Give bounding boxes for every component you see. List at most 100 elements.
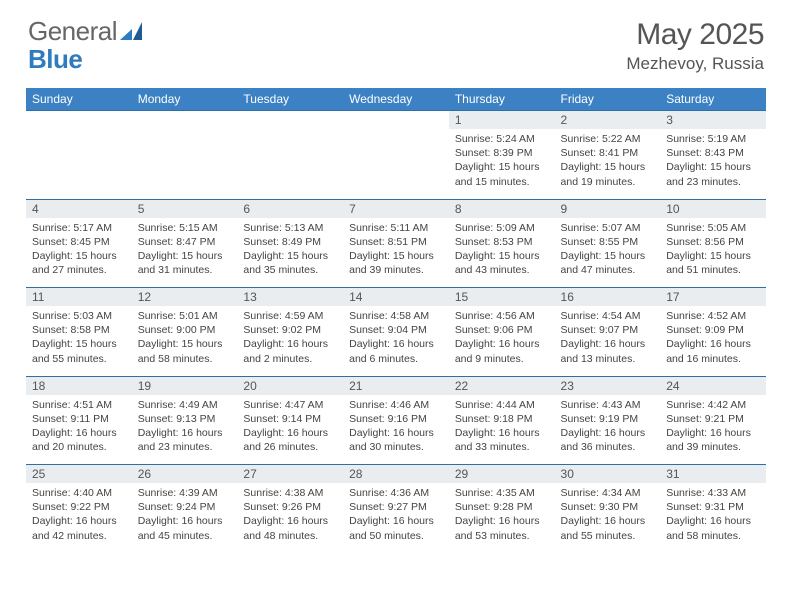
sunset-text: Sunset: 8:53 PM: [455, 235, 549, 249]
calendar-body: 123Sunrise: 5:24 AMSunset: 8:39 PMDaylig…: [26, 111, 766, 554]
day-number: 18: [26, 376, 132, 395]
daynum-row: 18192021222324: [26, 376, 766, 395]
day-number: 7: [343, 199, 449, 218]
day-info: Sunrise: 5:03 AMSunset: 8:58 PMDaylight:…: [26, 306, 132, 376]
daylight-text: Daylight: 16 hours and 16 minutes.: [666, 337, 760, 365]
day-info: Sunrise: 4:56 AMSunset: 9:06 PMDaylight:…: [449, 306, 555, 376]
sunset-text: Sunset: 9:31 PM: [666, 500, 760, 514]
sunrise-text: Sunrise: 4:56 AM: [455, 309, 549, 323]
sunrise-text: Sunrise: 5:07 AM: [561, 221, 655, 235]
day-info: Sunrise: 4:46 AMSunset: 9:16 PMDaylight:…: [343, 395, 449, 465]
daylight-text: Daylight: 16 hours and 42 minutes.: [32, 514, 126, 542]
empty-cell: [237, 129, 343, 199]
daylight-text: Daylight: 16 hours and 58 minutes.: [666, 514, 760, 542]
day-info: Sunrise: 5:07 AMSunset: 8:55 PMDaylight:…: [555, 218, 661, 288]
day-info: Sunrise: 4:51 AMSunset: 9:11 PMDaylight:…: [26, 395, 132, 465]
sunrise-text: Sunrise: 5:19 AM: [666, 132, 760, 146]
daylight-text: Daylight: 16 hours and 45 minutes.: [138, 514, 232, 542]
sunrise-text: Sunrise: 4:52 AM: [666, 309, 760, 323]
day-info: Sunrise: 4:59 AMSunset: 9:02 PMDaylight:…: [237, 306, 343, 376]
info-row: Sunrise: 4:40 AMSunset: 9:22 PMDaylight:…: [26, 483, 766, 553]
day-number: 13: [237, 288, 343, 307]
sunrise-text: Sunrise: 5:24 AM: [455, 132, 549, 146]
weekday-friday: Friday: [555, 88, 661, 111]
day-number: 20: [237, 376, 343, 395]
empty-cell: [132, 129, 238, 199]
day-info: Sunrise: 5:01 AMSunset: 9:00 PMDaylight:…: [132, 306, 238, 376]
info-row: Sunrise: 5:17 AMSunset: 8:45 PMDaylight:…: [26, 218, 766, 288]
empty-cell: [26, 111, 132, 130]
daylight-text: Daylight: 16 hours and 55 minutes.: [561, 514, 655, 542]
title-block: May 2025 Mezhevoy, Russia: [626, 18, 764, 74]
daylight-text: Daylight: 15 hours and 23 minutes.: [666, 160, 760, 188]
sunrise-text: Sunrise: 5:13 AM: [243, 221, 337, 235]
sunrise-text: Sunrise: 5:05 AM: [666, 221, 760, 235]
info-row: Sunrise: 4:51 AMSunset: 9:11 PMDaylight:…: [26, 395, 766, 465]
sunset-text: Sunset: 9:06 PM: [455, 323, 549, 337]
daylight-text: Daylight: 15 hours and 51 minutes.: [666, 249, 760, 277]
day-info: Sunrise: 4:33 AMSunset: 9:31 PMDaylight:…: [660, 483, 766, 553]
sunset-text: Sunset: 9:07 PM: [561, 323, 655, 337]
calendar-head: SundayMondayTuesdayWednesdayThursdayFrid…: [26, 88, 766, 111]
header: General Blue May 2025 Mezhevoy, Russia: [0, 0, 792, 84]
weekday-tuesday: Tuesday: [237, 88, 343, 111]
daylight-text: Daylight: 16 hours and 23 minutes.: [138, 426, 232, 454]
sunset-text: Sunset: 8:58 PM: [32, 323, 126, 337]
daylight-text: Daylight: 16 hours and 50 minutes.: [349, 514, 443, 542]
calendar-table: SundayMondayTuesdayWednesdayThursdayFrid…: [26, 88, 766, 553]
sunrise-text: Sunrise: 4:47 AM: [243, 398, 337, 412]
empty-cell: [237, 111, 343, 130]
daylight-text: Daylight: 15 hours and 39 minutes.: [349, 249, 443, 277]
sunset-text: Sunset: 8:41 PM: [561, 146, 655, 160]
sunrise-text: Sunrise: 4:58 AM: [349, 309, 443, 323]
day-info: Sunrise: 4:42 AMSunset: 9:21 PMDaylight:…: [660, 395, 766, 465]
day-info: Sunrise: 5:05 AMSunset: 8:56 PMDaylight:…: [660, 218, 766, 288]
day-number: 15: [449, 288, 555, 307]
daylight-text: Daylight: 15 hours and 15 minutes.: [455, 160, 549, 188]
daynum-row: 45678910: [26, 199, 766, 218]
sunrise-text: Sunrise: 4:36 AM: [349, 486, 443, 500]
day-number: 6: [237, 199, 343, 218]
day-info: Sunrise: 5:15 AMSunset: 8:47 PMDaylight:…: [132, 218, 238, 288]
day-number: 16: [555, 288, 661, 307]
day-number: 28: [343, 465, 449, 484]
location-text: Mezhevoy, Russia: [626, 54, 764, 74]
sunrise-text: Sunrise: 5:09 AM: [455, 221, 549, 235]
daylight-text: Daylight: 15 hours and 55 minutes.: [32, 337, 126, 365]
daylight-text: Daylight: 15 hours and 43 minutes.: [455, 249, 549, 277]
sunset-text: Sunset: 9:11 PM: [32, 412, 126, 426]
day-number: 17: [660, 288, 766, 307]
day-info: Sunrise: 5:17 AMSunset: 8:45 PMDaylight:…: [26, 218, 132, 288]
sunrise-text: Sunrise: 4:38 AM: [243, 486, 337, 500]
daynum-row: 11121314151617: [26, 288, 766, 307]
sunrise-text: Sunrise: 5:03 AM: [32, 309, 126, 323]
day-number: 27: [237, 465, 343, 484]
day-info: Sunrise: 5:24 AMSunset: 8:39 PMDaylight:…: [449, 129, 555, 199]
day-info: Sunrise: 4:36 AMSunset: 9:27 PMDaylight:…: [343, 483, 449, 553]
daylight-text: Daylight: 16 hours and 20 minutes.: [32, 426, 126, 454]
info-row: Sunrise: 5:24 AMSunset: 8:39 PMDaylight:…: [26, 129, 766, 199]
day-number: 12: [132, 288, 238, 307]
day-number: 11: [26, 288, 132, 307]
day-number: 29: [449, 465, 555, 484]
day-info: Sunrise: 4:44 AMSunset: 9:18 PMDaylight:…: [449, 395, 555, 465]
sunrise-text: Sunrise: 4:39 AM: [138, 486, 232, 500]
daylight-text: Daylight: 16 hours and 9 minutes.: [455, 337, 549, 365]
daylight-text: Daylight: 15 hours and 58 minutes.: [138, 337, 232, 365]
sunrise-text: Sunrise: 4:51 AM: [32, 398, 126, 412]
sunrise-text: Sunrise: 4:44 AM: [455, 398, 549, 412]
sunset-text: Sunset: 9:24 PM: [138, 500, 232, 514]
daylight-text: Daylight: 15 hours and 19 minutes.: [561, 160, 655, 188]
day-number: 30: [555, 465, 661, 484]
daylight-text: Daylight: 16 hours and 48 minutes.: [243, 514, 337, 542]
daylight-text: Daylight: 16 hours and 26 minutes.: [243, 426, 337, 454]
sunset-text: Sunset: 8:47 PM: [138, 235, 232, 249]
day-number: 4: [26, 199, 132, 218]
weekday-saturday: Saturday: [660, 88, 766, 111]
empty-cell: [343, 129, 449, 199]
logo-icon: [120, 18, 142, 44]
day-number: 31: [660, 465, 766, 484]
daylight-text: Daylight: 16 hours and 39 minutes.: [666, 426, 760, 454]
sunrise-text: Sunrise: 4:42 AM: [666, 398, 760, 412]
day-info: Sunrise: 5:09 AMSunset: 8:53 PMDaylight:…: [449, 218, 555, 288]
